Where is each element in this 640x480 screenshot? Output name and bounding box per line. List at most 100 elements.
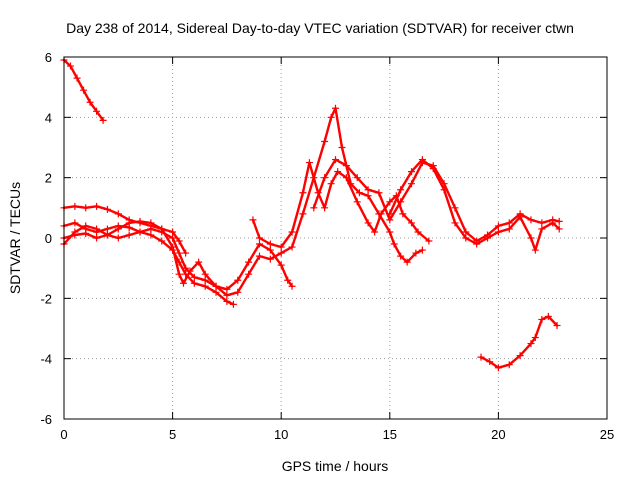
data-point — [175, 237, 183, 245]
data-point — [462, 228, 470, 236]
data-point — [505, 361, 513, 369]
data-point — [82, 222, 90, 230]
data-point — [288, 282, 296, 290]
series-arc-3 — [60, 219, 237, 308]
data-point — [353, 198, 361, 206]
data-point — [201, 276, 209, 284]
data-point — [114, 210, 122, 218]
series-arc-6 — [249, 159, 433, 251]
x-tick-label: 20 — [491, 427, 505, 442]
data-point — [412, 249, 420, 257]
y-tick-label: 0 — [45, 231, 52, 246]
data-point — [321, 174, 329, 182]
data-point — [310, 204, 318, 212]
data-point — [484, 234, 492, 242]
data-point — [299, 210, 307, 218]
series-line — [62, 107, 424, 297]
data-point — [277, 249, 285, 257]
data-point — [179, 279, 187, 287]
y-tick-label: 4 — [45, 110, 52, 125]
plot-frame — [63, 56, 608, 420]
data-point — [277, 243, 285, 251]
data-point — [364, 186, 372, 194]
series-markers — [60, 219, 237, 308]
data-point — [386, 198, 394, 206]
data-point — [299, 189, 307, 197]
data-point — [255, 252, 263, 260]
data-point — [516, 213, 524, 221]
data-point — [555, 217, 563, 225]
data-point — [103, 225, 111, 233]
data-point — [386, 228, 394, 236]
data-point — [386, 210, 394, 218]
data-point — [212, 282, 220, 290]
y-tick-label: 6 — [45, 50, 52, 65]
data-point — [158, 228, 166, 236]
data-point — [284, 276, 292, 284]
data-point — [190, 279, 198, 287]
series-arc-1 — [60, 56, 107, 124]
series-markers — [60, 104, 426, 299]
data-point — [71, 202, 79, 210]
data-point — [169, 243, 177, 251]
x-tick-label: 15 — [383, 427, 397, 442]
data-point — [73, 74, 81, 82]
data-point — [332, 104, 339, 112]
data-point — [255, 240, 263, 248]
data-point — [71, 219, 79, 227]
data-point — [399, 210, 407, 218]
data-point — [429, 165, 437, 173]
series-arc-9 — [477, 312, 561, 372]
y-axis-label: SDTVAR / TECUs — [7, 182, 23, 294]
data-point — [175, 249, 183, 257]
series-markers — [310, 156, 563, 245]
data-point — [531, 334, 539, 342]
data-point — [473, 240, 481, 248]
data-point — [80, 86, 88, 94]
y-tick-label: -6 — [40, 412, 52, 427]
data-point — [538, 219, 546, 227]
data-point — [201, 282, 209, 290]
data-point — [477, 353, 485, 361]
y-tick-label: 2 — [45, 171, 52, 186]
data-series — [60, 56, 563, 372]
y-tick-label: -4 — [40, 352, 52, 367]
data-point — [440, 186, 448, 194]
data-point — [327, 113, 335, 121]
data-point — [555, 225, 563, 233]
data-point — [451, 219, 459, 227]
data-point — [266, 255, 274, 263]
chart-title: Day 238 of 2014, Sidereal Day-to-day VTE… — [66, 20, 574, 36]
data-point — [408, 168, 416, 176]
x-tick-label: 0 — [60, 427, 67, 442]
data-point — [527, 216, 535, 224]
data-point — [403, 258, 411, 266]
data-point — [99, 116, 107, 124]
data-point — [277, 261, 285, 269]
x-tick-label: 5 — [169, 427, 176, 442]
data-point — [425, 237, 433, 245]
data-point — [408, 180, 416, 188]
data-point — [342, 162, 350, 170]
data-point — [334, 168, 342, 176]
data-point — [338, 144, 346, 151]
data-point — [527, 340, 535, 348]
data-point — [327, 180, 335, 188]
data-point — [234, 288, 242, 296]
data-point — [136, 217, 144, 225]
data-point — [201, 270, 209, 278]
series-arc-4 — [60, 217, 296, 293]
series-markers — [477, 312, 561, 372]
data-point — [266, 240, 274, 248]
data-point — [223, 297, 231, 305]
data-point — [245, 258, 253, 266]
data-point — [245, 270, 253, 278]
data-point — [397, 198, 405, 206]
data-point — [505, 225, 513, 233]
data-point — [195, 258, 203, 266]
data-point — [86, 98, 94, 106]
data-point — [234, 276, 242, 284]
data-point — [288, 228, 296, 236]
data-point — [147, 219, 155, 227]
data-point — [321, 204, 329, 212]
